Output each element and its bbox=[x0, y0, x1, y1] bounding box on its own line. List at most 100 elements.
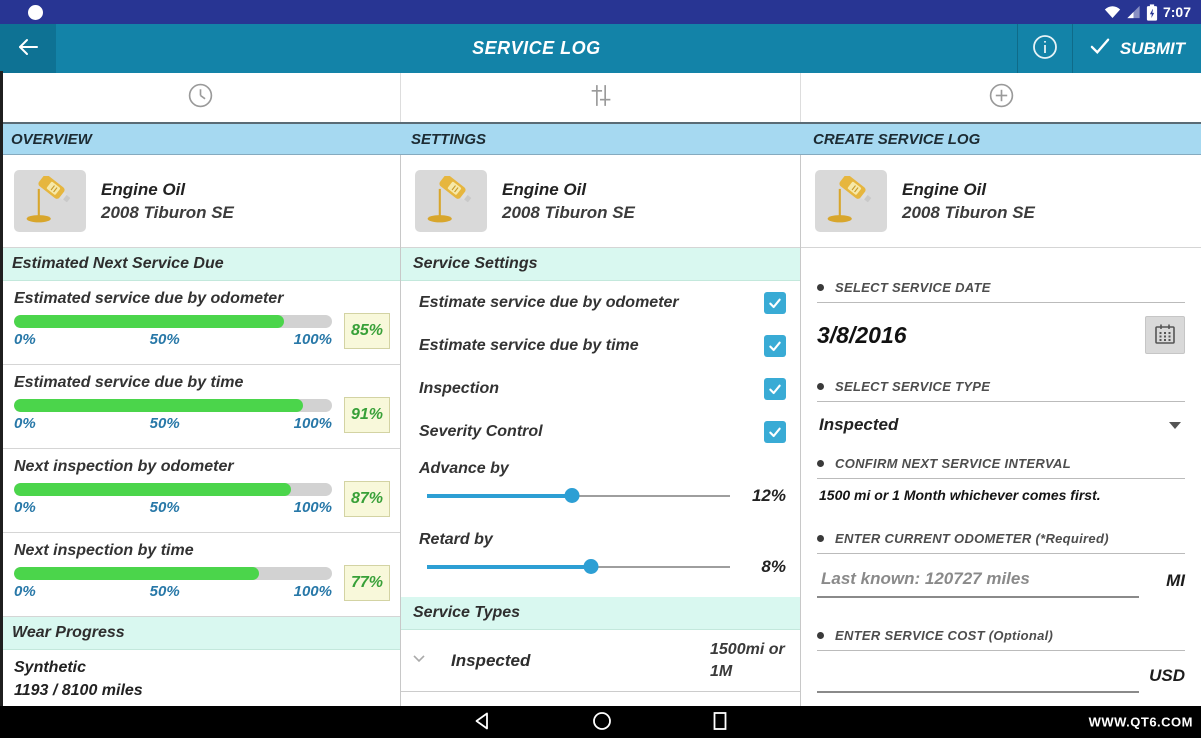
percent-badge: 85% bbox=[344, 313, 390, 349]
checkbox-checked[interactable] bbox=[764, 334, 786, 357]
service-type-value: Inspected bbox=[819, 415, 899, 434]
percent-badge: 91% bbox=[344, 397, 390, 433]
engine-oil-icon bbox=[815, 170, 887, 232]
watermark: WWW.QT6.COM bbox=[1088, 714, 1193, 730]
column-header-strip: OVERVIEW SETTINGS CREATE SERVICE LOG bbox=[0, 122, 1201, 155]
vehicle-card: Engine Oil 2008 Tiburon SE bbox=[801, 155, 1201, 248]
overview-column: Engine Oil 2008 Tiburon SE Estimated Nex… bbox=[0, 155, 400, 706]
tab-overview[interactable] bbox=[0, 73, 400, 122]
retard-by-row: 8% bbox=[401, 549, 800, 585]
service-type-interval: 1500mi or 1M bbox=[710, 640, 785, 680]
progress-bar bbox=[14, 567, 332, 580]
retard-by-label: Retard by bbox=[419, 531, 493, 548]
section-estimated-next-service-due: Estimated Next Service Due bbox=[0, 248, 400, 281]
service-name: Engine Oil bbox=[902, 180, 987, 199]
nav-home-button[interactable] bbox=[592, 711, 612, 734]
advance-by-value: 12% bbox=[751, 486, 786, 505]
oil-type: Synthetic bbox=[14, 659, 87, 676]
status-bar: 7:07 bbox=[0, 0, 1201, 24]
check-icon bbox=[1089, 37, 1111, 60]
tab-bar bbox=[0, 73, 1201, 122]
section-service-types: Service Types bbox=[401, 597, 800, 630]
toggle-severity-control: Severity Control bbox=[401, 410, 800, 453]
tab-create-service-log[interactable] bbox=[800, 73, 1201, 122]
service-date-row: 3/8/2016 bbox=[801, 303, 1201, 367]
action-bar: SERVICE LOG SUBMIT bbox=[0, 24, 1201, 73]
advance-by-slider[interactable] bbox=[427, 488, 730, 504]
nav-back-icon bbox=[474, 711, 492, 734]
create-log-column: Engine Oil 2008 Tiburon SE SELECT SERVIC… bbox=[800, 155, 1201, 706]
cost-unit: USD bbox=[1149, 666, 1185, 685]
signal-icon bbox=[1126, 5, 1141, 19]
cost-input[interactable] bbox=[817, 664, 1139, 693]
nav-home-icon bbox=[592, 711, 612, 734]
status-time: 7:07 bbox=[1162, 4, 1191, 20]
tune-sliders-icon bbox=[587, 82, 614, 114]
android-nav-bar: WWW.QT6.COM bbox=[0, 706, 1201, 738]
stat-service-due-odometer: Estimated service due by odometer 0% 50% 1… bbox=[0, 281, 400, 365]
content-area: Engine Oil 2008 Tiburon SE Estimated Nex… bbox=[0, 71, 1201, 706]
vehicle-name: 2008 Tiburon SE bbox=[502, 203, 635, 222]
odometer-unit: MI bbox=[1166, 571, 1185, 590]
section-wear-progress: Wear Progress bbox=[0, 617, 400, 650]
toolbar-divider bbox=[1071, 24, 1073, 73]
stat-service-due-time: Estimated service due by time 0% 50% 100% … bbox=[0, 365, 400, 449]
clock-icon bbox=[187, 82, 214, 114]
info-button[interactable] bbox=[1018, 24, 1072, 73]
info-icon bbox=[1032, 34, 1058, 63]
confirm-interval-label: CONFIRM NEXT SERVICE INTERVAL bbox=[817, 456, 1185, 479]
arrow-left-icon bbox=[16, 35, 40, 62]
odometer-input[interactable]: Last known: 120727 miles bbox=[817, 569, 1139, 598]
chevron-down-icon[interactable] bbox=[409, 648, 429, 673]
slider-thumb[interactable] bbox=[564, 488, 580, 503]
wear-progress-details: Synthetic 1193 / 8100 miles bbox=[0, 650, 400, 706]
engine-oil-icon bbox=[415, 170, 487, 232]
tab-settings[interactable] bbox=[400, 73, 800, 122]
page-title: SERVICE LOG bbox=[472, 38, 601, 58]
dropdown-caret-icon bbox=[1169, 421, 1181, 429]
section-service-settings: Service Settings bbox=[401, 248, 800, 281]
plus-circle-icon bbox=[988, 82, 1015, 114]
slider-thumb[interactable] bbox=[583, 559, 599, 574]
submit-button[interactable]: SUBMIT bbox=[1073, 24, 1201, 73]
checkbox-checked[interactable] bbox=[764, 420, 786, 443]
vehicle-card: Engine Oil 2008 Tiburon SE bbox=[401, 155, 800, 248]
bullet-icon bbox=[817, 632, 824, 639]
engine-oil-icon bbox=[14, 170, 86, 232]
checkbox-checked[interactable] bbox=[764, 377, 786, 400]
nav-recents-button[interactable] bbox=[712, 711, 728, 734]
toolbar-divider bbox=[1016, 24, 1018, 73]
next-service-interval-text: 1500 mi or 1 Month whichever comes first… bbox=[819, 487, 1101, 503]
retard-by-value: 8% bbox=[761, 557, 786, 576]
submit-label: SUBMIT bbox=[1119, 38, 1185, 58]
retard-by-slider[interactable] bbox=[427, 559, 730, 575]
advance-by-row: 12% bbox=[401, 478, 800, 514]
odometer-input-row: Last known: 120727 miles MI bbox=[801, 569, 1201, 598]
vehicle-name: 2008 Tiburon SE bbox=[101, 203, 234, 222]
service-type-dropdown[interactable]: Inspected bbox=[801, 402, 1201, 452]
nav-back-button[interactable] bbox=[474, 711, 492, 734]
wifi-icon bbox=[1104, 5, 1121, 19]
wear-miles: 1193 / 8100 miles bbox=[14, 682, 143, 699]
back-button[interactable] bbox=[0, 24, 56, 73]
notification-dot-icon bbox=[28, 4, 43, 20]
bullet-icon bbox=[817, 383, 824, 390]
calendar-button[interactable] bbox=[1145, 316, 1185, 354]
enter-cost-label: ENTER SERVICE COST (Optional) bbox=[817, 628, 1185, 651]
overview-header: OVERVIEW bbox=[11, 130, 92, 148]
service-date-value[interactable]: 3/8/2016 bbox=[817, 321, 907, 348]
progress-bar bbox=[14, 399, 332, 412]
settings-column: Engine Oil 2008 Tiburon SE Service Setti… bbox=[400, 155, 800, 706]
settings-header: SETTINGS bbox=[411, 130, 487, 148]
stat-inspection-odometer: Next inspection by odometer 0% 50% 100% 87… bbox=[0, 449, 400, 533]
cost-input-row: USD bbox=[801, 664, 1201, 693]
nav-recents-icon bbox=[712, 711, 728, 734]
service-type-row-inspected[interactable]: Inspected 1500mi or 1M bbox=[401, 630, 800, 692]
service-name: Engine Oil bbox=[101, 180, 186, 199]
stat-inspection-time: Next inspection by time 0% 50% 100% 77% bbox=[0, 533, 400, 617]
toggle-estimate-time: Estimate service due by time bbox=[401, 324, 800, 367]
progress-bar bbox=[14, 483, 332, 496]
checkbox-checked[interactable] bbox=[764, 291, 786, 314]
vehicle-card: Engine Oil 2008 Tiburon SE bbox=[0, 155, 400, 248]
